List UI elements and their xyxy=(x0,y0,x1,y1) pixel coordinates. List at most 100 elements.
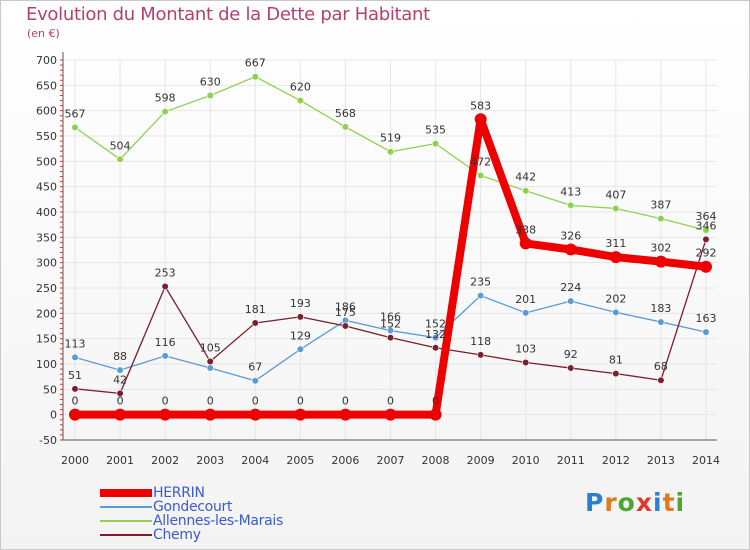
data-label: 0 xyxy=(297,395,304,408)
data-point xyxy=(702,328,710,336)
x-tick-label: 2012 xyxy=(602,454,630,467)
data-label: 42 xyxy=(113,373,127,386)
x-tick-label: 2010 xyxy=(512,454,540,467)
x-tick-label: 2008 xyxy=(422,454,450,467)
data-label: 535 xyxy=(425,124,446,137)
x-tick-label: 2004 xyxy=(241,454,269,467)
data-point xyxy=(251,73,259,81)
x-tick-label: 2013 xyxy=(647,454,675,467)
data-point xyxy=(522,187,530,195)
data-label: 0 xyxy=(117,395,124,408)
y-tick-label: 650 xyxy=(36,79,57,92)
data-label: 0 xyxy=(432,395,439,408)
data-label: 0 xyxy=(342,395,349,408)
data-point xyxy=(477,292,485,300)
data-point xyxy=(564,243,577,256)
data-point xyxy=(567,364,575,372)
data-label: 152 xyxy=(380,318,401,331)
data-label: 311 xyxy=(605,237,626,250)
data-label: 193 xyxy=(290,297,311,310)
data-point xyxy=(161,108,169,116)
data-point xyxy=(431,334,440,342)
x-tick-label: 2006 xyxy=(331,454,359,467)
data-label: 0 xyxy=(72,395,79,408)
x-tick-label: 2005 xyxy=(286,454,314,467)
legend-swatch xyxy=(100,534,152,536)
y-tick-label: 500 xyxy=(36,155,57,168)
data-point xyxy=(161,282,169,291)
data-label: 118 xyxy=(470,335,491,348)
logo-letter: r xyxy=(604,488,618,517)
data-label: 129 xyxy=(290,329,311,342)
data-label: 183 xyxy=(650,302,671,315)
data-label: 201 xyxy=(515,293,536,306)
y-tick-label: 450 xyxy=(36,181,57,194)
legend-label: Gondecourt xyxy=(153,499,233,515)
data-point xyxy=(429,408,442,421)
data-point xyxy=(609,251,622,264)
y-tick-label: -50 xyxy=(39,434,57,447)
y-tick-label: 350 xyxy=(36,231,57,244)
data-point xyxy=(657,376,665,384)
data-label: 568 xyxy=(335,107,356,120)
chart-title: Evolution du Montant de la Dette par Hab… xyxy=(26,4,430,25)
data-point xyxy=(341,123,350,131)
data-label: 442 xyxy=(515,171,536,184)
data-point xyxy=(522,309,530,317)
data-point xyxy=(699,260,712,273)
data-label: 620 xyxy=(290,81,311,94)
data-point xyxy=(339,408,352,421)
data-point xyxy=(386,326,395,335)
data-label: 132 xyxy=(425,328,446,341)
data-label: 292 xyxy=(695,247,716,260)
data-label: 166 xyxy=(380,311,401,324)
data-label: 175 xyxy=(335,306,356,319)
logo-letter: x xyxy=(635,488,653,517)
data-point xyxy=(161,352,169,360)
data-point xyxy=(251,319,259,327)
data-point xyxy=(71,353,79,362)
y-tick-label: 300 xyxy=(36,257,57,270)
data-label: 387 xyxy=(650,199,671,212)
data-point xyxy=(114,408,127,421)
logo-letter: i xyxy=(675,488,686,517)
data-label: 92 xyxy=(564,348,578,361)
data-point xyxy=(519,237,532,250)
data-label: 224 xyxy=(560,281,581,294)
proxiti-logo: Proxiti xyxy=(585,488,685,517)
data-point xyxy=(116,389,124,397)
legend-swatch xyxy=(100,489,152,497)
data-point xyxy=(477,171,485,180)
data-label: 519 xyxy=(380,132,401,145)
data-label: 0 xyxy=(252,395,259,408)
legend-swatch xyxy=(100,520,152,522)
data-label: 51 xyxy=(68,369,82,382)
y-tick-label: 200 xyxy=(36,307,57,320)
x-tick-label: 2011 xyxy=(557,454,585,467)
data-label: 0 xyxy=(162,395,169,408)
data-point xyxy=(612,370,620,378)
y-tick-label: 600 xyxy=(36,105,57,118)
data-point xyxy=(341,322,350,330)
data-label: 253 xyxy=(155,266,176,279)
data-point xyxy=(294,408,307,421)
x-tick-label: 2007 xyxy=(376,454,404,467)
data-point xyxy=(386,334,395,342)
data-label: 667 xyxy=(245,57,266,70)
y-tick-label: 550 xyxy=(36,130,57,143)
data-point xyxy=(206,91,214,100)
data-point xyxy=(251,377,259,385)
data-label: 152 xyxy=(425,318,446,331)
data-point xyxy=(296,345,304,353)
x-tick-label: 2014 xyxy=(692,454,720,467)
data-label: 0 xyxy=(387,395,394,408)
data-point xyxy=(702,235,710,243)
data-label: 407 xyxy=(605,188,626,201)
data-label: 364 xyxy=(695,210,716,223)
chart-unit-label: (en €) xyxy=(27,27,60,40)
data-point xyxy=(612,308,620,316)
data-label: 163 xyxy=(695,312,716,325)
data-label: 67 xyxy=(248,361,262,374)
